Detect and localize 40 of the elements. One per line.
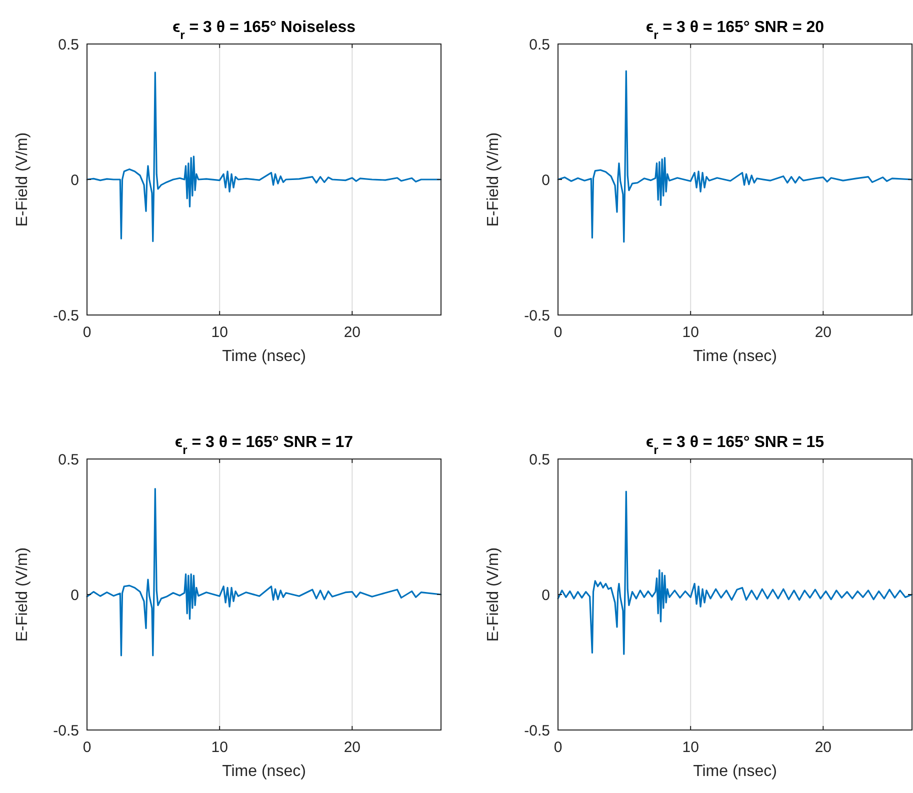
y-tick-label: 0.5 (58, 451, 79, 468)
x-tick-label: 20 (814, 739, 832, 756)
y-tick-label: -0.5 (524, 722, 550, 740)
y-tick-label: 0 (542, 172, 550, 189)
x-axis-title: Time (nsec) (693, 348, 777, 365)
line-series (557, 490, 913, 655)
x-axis-title: Time (nsec) (222, 763, 306, 780)
x-tick-label: 20 (814, 324, 832, 341)
y-axis-title: E-Field (V/m) (14, 132, 31, 227)
y-axis-title: E-Field (V/m) (485, 132, 502, 227)
x-tick-label: 20 (344, 739, 361, 756)
y-tick-label: 0.5 (529, 451, 550, 468)
x-tick-label: 20 (344, 324, 361, 341)
x-tick-label: 10 (211, 739, 228, 756)
y-axis-title: E-Field (V/m) (14, 547, 31, 642)
x-axis-title: Time (nsec) (693, 763, 777, 780)
line-series (86, 488, 442, 656)
chart-title: ϵ$_{r}$ = 3 θ = 165° Noiseless (172, 19, 356, 42)
y-axis-title: E-Field (V/m) (485, 547, 502, 642)
y-tick-label: 0 (542, 586, 550, 604)
y-tick-label: 0 (70, 586, 79, 604)
x-tick-label: 10 (682, 739, 699, 756)
chart-title: ϵ$_{r}$ = 3 θ = 165° SNR = 17 (174, 434, 354, 457)
y-tick-label: 0.5 (58, 36, 79, 54)
x-tick-label: 10 (211, 324, 228, 341)
y-tick-label: 0.5 (529, 36, 550, 54)
y-tick-label: -0.5 (53, 307, 79, 324)
line-series (557, 70, 913, 243)
x-tick-label: 0 (82, 739, 92, 756)
y-tick-label: 0 (70, 172, 79, 189)
line-series (86, 72, 442, 242)
x-axis-title: Time (nsec) (222, 348, 306, 365)
chart-title: ϵ$_{r}$ = 3 θ = 165° SNR = 20 (646, 19, 824, 42)
y-tick-label: -0.5 (524, 307, 550, 324)
x-tick-label: 0 (554, 324, 562, 341)
y-tick-label: -0.5 (53, 722, 79, 740)
x-tick-label: 10 (682, 324, 699, 341)
x-tick-label: 0 (554, 739, 562, 756)
chart-title: ϵ$_{r}$ = 3 θ = 165° SNR = 15 (646, 434, 824, 457)
x-tick-label: 0 (82, 324, 92, 341)
